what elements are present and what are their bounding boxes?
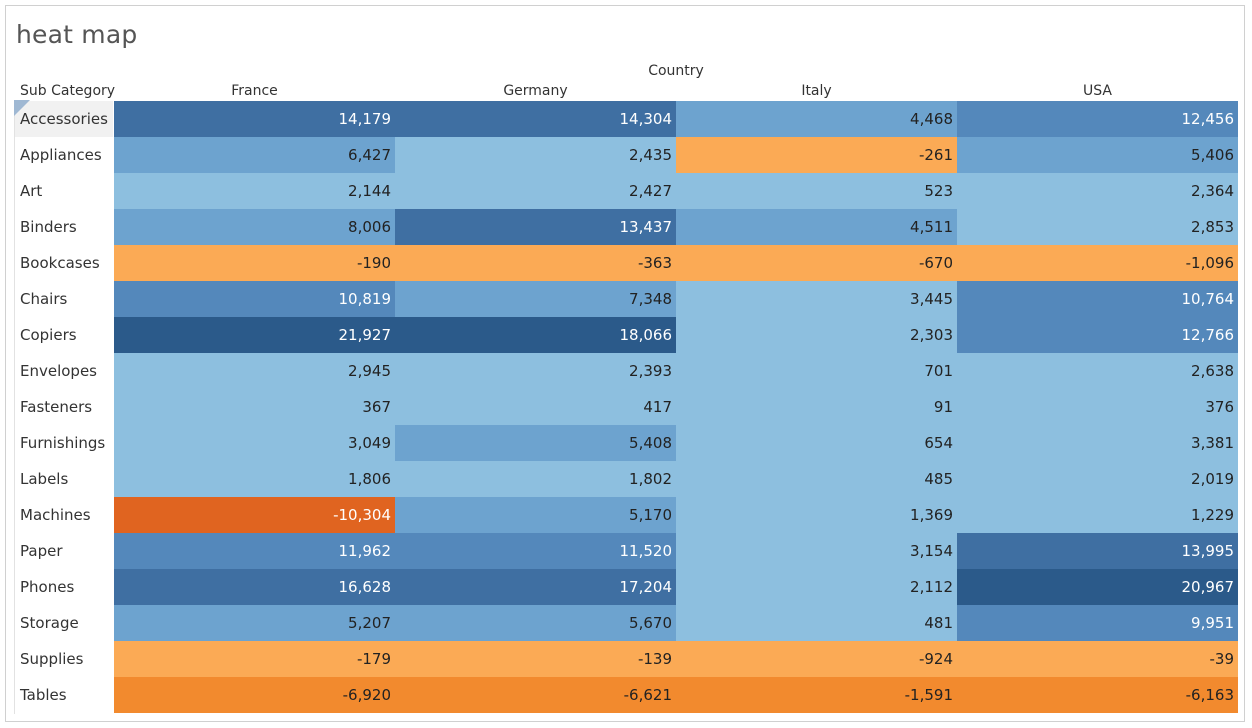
heatmap-cell[interactable]: -139 — [395, 641, 676, 677]
heatmap-cell[interactable]: 701 — [676, 353, 957, 389]
heatmap-cell[interactable]: 91 — [676, 389, 957, 425]
heatmap-cell[interactable]: 1,802 — [395, 461, 676, 497]
heatmap-cell[interactable]: 417 — [395, 389, 676, 425]
row-label-chairs[interactable]: Chairs — [20, 290, 68, 308]
chart-title: heat map — [16, 20, 138, 49]
heatmap-cell[interactable]: 1,229 — [957, 497, 1238, 533]
row-label-supplies[interactable]: Supplies — [20, 650, 84, 668]
heatmap-cell[interactable]: 4,511 — [676, 209, 957, 245]
heatmap-cell[interactable]: 2,112 — [676, 569, 957, 605]
heatmap-cell[interactable]: -924 — [676, 641, 957, 677]
heatmap-cell[interactable]: 376 — [957, 389, 1238, 425]
heatmap-cell[interactable]: -6,621 — [395, 677, 676, 713]
heatmap-cell[interactable]: 4,468 — [676, 101, 957, 137]
heatmap-cell[interactable]: 14,304 — [395, 101, 676, 137]
row-label-storage[interactable]: Storage — [20, 614, 79, 632]
heatmap-cell[interactable]: 13,437 — [395, 209, 676, 245]
heatmap-cell[interactable]: 523 — [676, 173, 957, 209]
heatmap-cell[interactable]: 5,408 — [395, 425, 676, 461]
heatmap-cell[interactable]: 3,154 — [676, 533, 957, 569]
row-label-bookcases[interactable]: Bookcases — [20, 254, 100, 272]
heatmap-cell[interactable]: -670 — [676, 245, 957, 281]
row-label-art[interactable]: Art — [20, 182, 43, 200]
heatmap-cell[interactable]: 2,364 — [957, 173, 1238, 209]
heatmap-cell[interactable]: -6,163 — [957, 677, 1238, 713]
heatmap-cell[interactable]: 6,427 — [114, 137, 395, 173]
heatmap-cell[interactable]: 20,967 — [957, 569, 1238, 605]
heatmap-cell[interactable]: 9,951 — [957, 605, 1238, 641]
heatmap-cell[interactable]: 16,628 — [114, 569, 395, 605]
heatmap-cell[interactable]: -10,304 — [114, 497, 395, 533]
heatmap-cell[interactable]: 2,144 — [114, 173, 395, 209]
heatmap-cell[interactable]: 21,927 — [114, 317, 395, 353]
heatmap-cell[interactable]: 2,945 — [114, 353, 395, 389]
heatmap-cell[interactable]: 2,303 — [676, 317, 957, 353]
row-label-paper[interactable]: Paper — [20, 542, 63, 560]
heatmap-cell[interactable]: 3,049 — [114, 425, 395, 461]
row-label-envelopes[interactable]: Envelopes — [20, 362, 97, 380]
row-label-phones[interactable]: Phones — [20, 578, 75, 596]
row-label-binders[interactable]: Binders — [20, 218, 77, 236]
heatmap-cell[interactable]: 2,393 — [395, 353, 676, 389]
heatmap-cell[interactable]: 10,819 — [114, 281, 395, 317]
heatmap-cell[interactable]: 367 — [114, 389, 395, 425]
heatmap-cell[interactable]: -1,096 — [957, 245, 1238, 281]
heatmap-cell[interactable]: 18,066 — [395, 317, 676, 353]
column-header-usa[interactable]: USA — [1083, 83, 1112, 99]
row-label-tables[interactable]: Tables — [20, 686, 67, 704]
row-header-border — [14, 100, 15, 714]
heatmap-cell[interactable]: 1,369 — [676, 497, 957, 533]
row-label-fasteners[interactable]: Fasteners — [20, 398, 93, 416]
row-label-accessories[interactable]: Accessories — [14, 101, 113, 137]
heatmap-cell[interactable]: 14,179 — [114, 101, 395, 137]
heatmap-cell[interactable]: 485 — [676, 461, 957, 497]
heatmap-cell[interactable]: 3,445 — [676, 281, 957, 317]
heatmap-cell[interactable]: -363 — [395, 245, 676, 281]
heatmap-cell[interactable]: -1,591 — [676, 677, 957, 713]
heatmap-cell[interactable]: 5,207 — [114, 605, 395, 641]
heatmap-cell[interactable]: 2,853 — [957, 209, 1238, 245]
heatmap-cell[interactable]: -261 — [676, 137, 957, 173]
heatmap-cell[interactable]: 11,962 — [114, 533, 395, 569]
row-label-labels[interactable]: Labels — [20, 470, 69, 488]
heatmap-cell[interactable]: 10,764 — [957, 281, 1238, 317]
heatmap-cell[interactable]: 2,435 — [395, 137, 676, 173]
heatmap-cell[interactable]: 11,520 — [395, 533, 676, 569]
heatmap-cell[interactable]: 2,019 — [957, 461, 1238, 497]
heatmap-cell[interactable]: 3,381 — [957, 425, 1238, 461]
column-header-france[interactable]: France — [231, 83, 278, 99]
heatmap-cell[interactable]: 12,766 — [957, 317, 1238, 353]
row-label-copiers[interactable]: Copiers — [20, 326, 77, 344]
heatmap-cell[interactable]: 8,006 — [114, 209, 395, 245]
heatmap-cell[interactable]: -39 — [957, 641, 1238, 677]
row-label-appliances[interactable]: Appliances — [20, 146, 102, 164]
heatmap-cell[interactable]: 13,995 — [957, 533, 1238, 569]
heatmap-cell[interactable]: 12,456 — [957, 101, 1238, 137]
heatmap-cell[interactable]: 17,204 — [395, 569, 676, 605]
column-header-germany[interactable]: Germany — [503, 83, 568, 99]
column-group-header[interactable]: Country — [648, 63, 704, 79]
heatmap-cell[interactable]: 2,427 — [395, 173, 676, 209]
selection-corner-icon — [14, 100, 30, 116]
heatmap-cell[interactable]: 7,348 — [395, 281, 676, 317]
heatmap-cell[interactable]: 654 — [676, 425, 957, 461]
heatmap-cell[interactable]: -190 — [114, 245, 395, 281]
row-header[interactable]: Sub Category — [20, 83, 116, 99]
heatmap-cell[interactable]: -6,920 — [114, 677, 395, 713]
heatmap-cell[interactable]: 481 — [676, 605, 957, 641]
heatmap-cell[interactable]: -179 — [114, 641, 395, 677]
row-label-furnishings[interactable]: Furnishings — [20, 434, 106, 452]
heatmap-cell[interactable]: 5,670 — [395, 605, 676, 641]
column-header-italy[interactable]: Italy — [801, 83, 832, 99]
heatmap-cell[interactable]: 1,806 — [114, 461, 395, 497]
heatmap-cell[interactable]: 5,406 — [957, 137, 1238, 173]
row-label-machines[interactable]: Machines — [20, 506, 91, 524]
heatmap-cell[interactable]: 2,638 — [957, 353, 1238, 389]
heatmap-cell[interactable]: 5,170 — [395, 497, 676, 533]
